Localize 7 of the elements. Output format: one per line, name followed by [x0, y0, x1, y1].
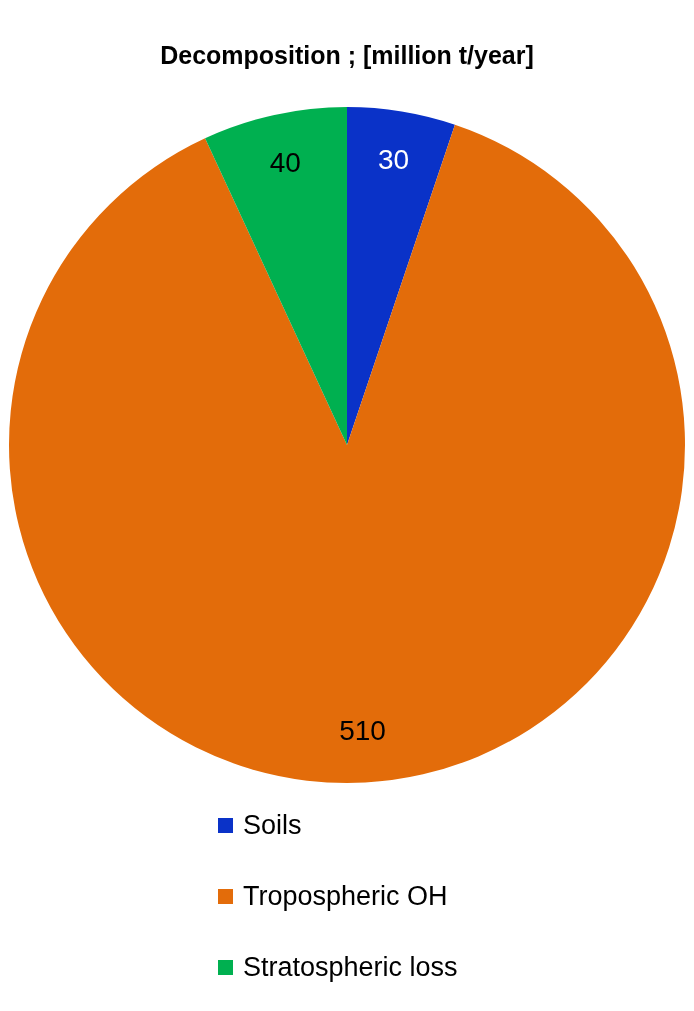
data-label: 40: [269, 147, 301, 179]
legend-label: Tropospheric OH: [243, 881, 448, 912]
legend-label: Stratospheric loss: [243, 952, 458, 983]
data-label: 510: [339, 714, 386, 746]
data-label: 30: [377, 144, 410, 176]
legend-label: Soils: [243, 810, 302, 841]
chart-title: Decomposition ; [million t/year]: [160, 40, 534, 69]
